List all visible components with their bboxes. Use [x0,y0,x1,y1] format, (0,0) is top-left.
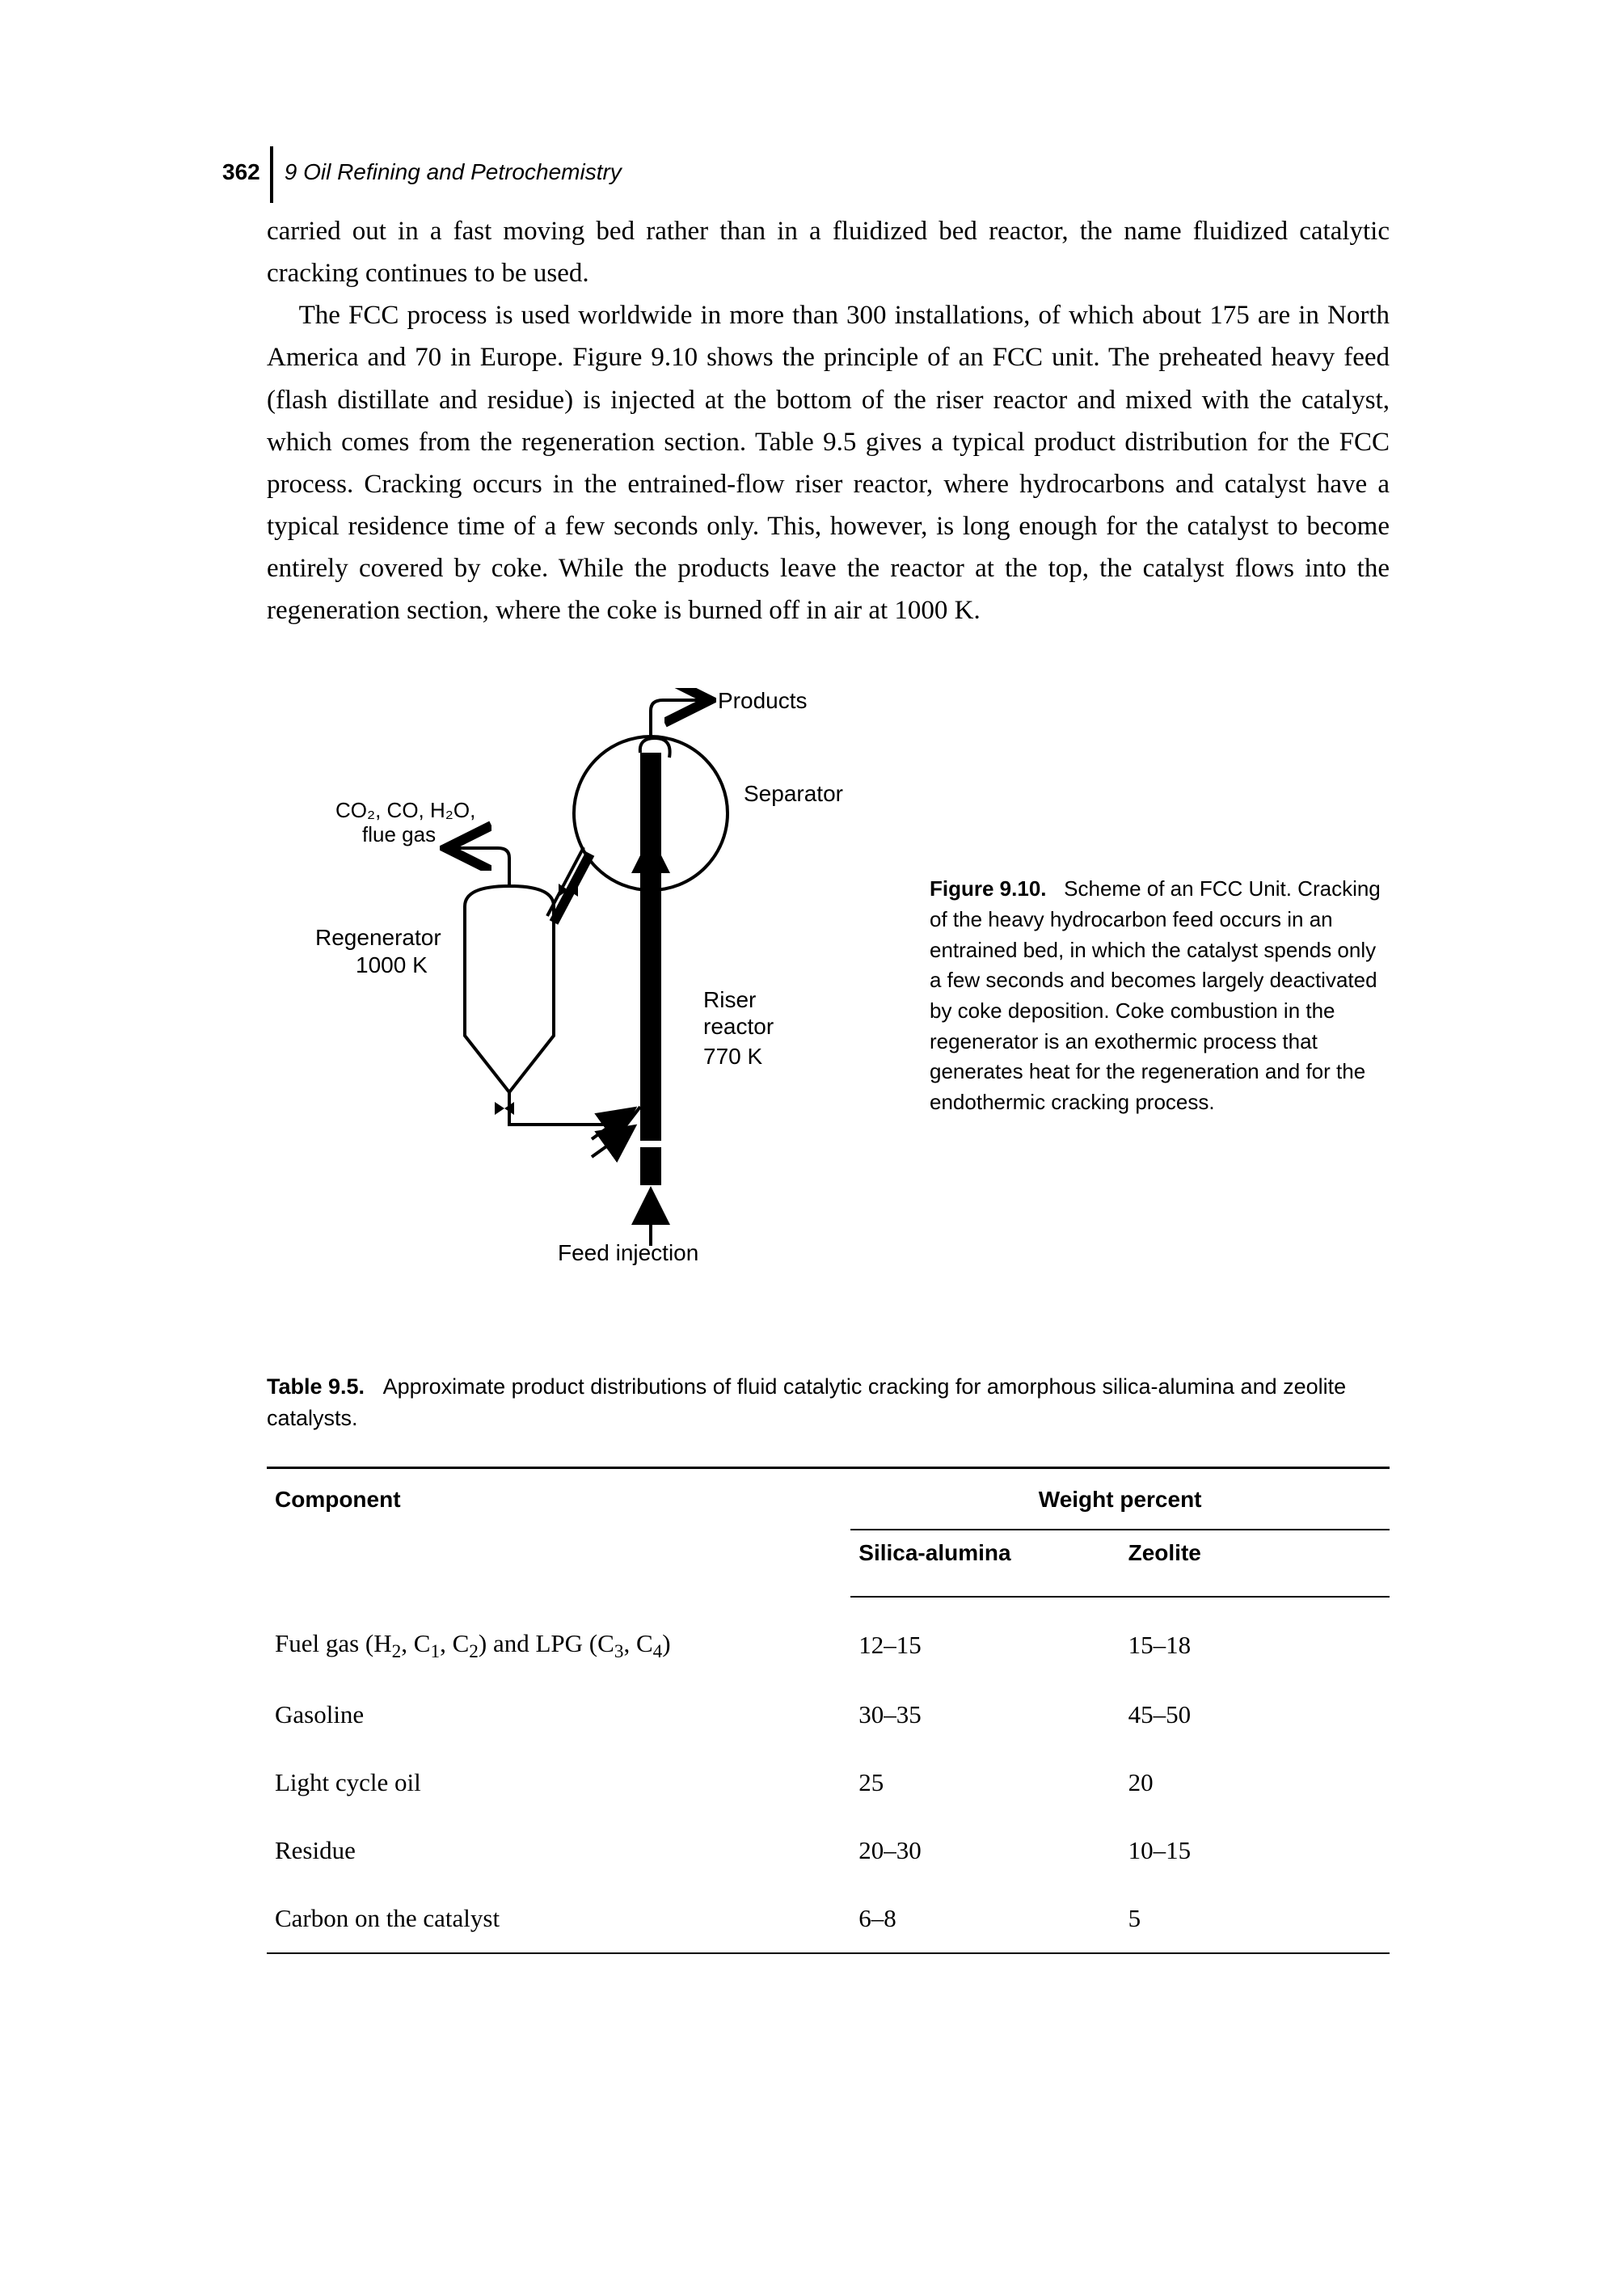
data-table: Component Weight percent Silica-alumina … [267,1467,1390,1954]
fcc-diagram-icon: Products Separator Riser reactor 770 K [267,688,897,1270]
figure-row: Products Separator Riser reactor 770 K [267,688,1390,1282]
figure-label: Figure 9.10. [930,876,1047,901]
paragraph: The FCC process is used worldwide in mor… [267,294,1390,631]
paragraph: carried out in a fast moving bed rather … [267,210,1390,294]
col-header-weight: Weight percent [850,1468,1390,1530]
cell-silica: 6–8 [850,1885,1120,1953]
regenerator-temp-label: 1000 K [356,952,428,977]
cell-component: Light cycle oil [267,1749,850,1817]
riser-label-1: Riser [703,987,756,1012]
page-number: 362 [222,154,260,189]
figure-caption: Figure 9.10. Scheme of an FCC Unit. Crac… [897,874,1390,1118]
table-caption-text: Approximate product distributions of flu… [267,1374,1346,1430]
cell-silica: 12–15 [850,1597,1120,1681]
chapter-title: 9 Oil Refining and Petrochemistry [285,154,622,189]
running-header: 362 9 Oil Refining and Petrochemistry [222,141,622,203]
cell-component: Gasoline [267,1681,850,1749]
page: 362 9 Oil Refining and Petrochemistry ca… [0,0,1624,2292]
regenerator-label: Regenerator [315,925,441,950]
cell-silica: 20–30 [850,1817,1120,1885]
cell-silica: 25 [850,1749,1120,1817]
figure-svg: Products Separator Riser reactor 770 K [267,688,897,1282]
cell-component: Carbon on the catalyst [267,1885,850,1953]
col-header-zeolite: Zeolite [1120,1530,1390,1597]
header-divider [270,146,273,203]
figure-caption-text: Scheme of an FCC Unit. Cracking of the h… [930,876,1381,1114]
table-body: Fuel gas (H2, C1, C2) and LPG (C3, C4)12… [267,1597,1390,1953]
products-label: Products [718,688,808,713]
riser-temp-label: 770 K [703,1044,762,1069]
riser-label-2: reactor [703,1014,774,1039]
col-header-component: Component [267,1468,850,1597]
cell-component: Fuel gas (H2, C1, C2) and LPG (C3, C4) [267,1597,850,1681]
col-header-silica: Silica-alumina [850,1530,1120,1597]
table-row: Gasoline30–3545–50 [267,1681,1390,1749]
separator-label: Separator [744,781,843,806]
body-text: carried out in a fast moving bed rather … [267,210,1390,631]
cell-zeolite: 5 [1120,1885,1390,1953]
cell-zeolite: 15–18 [1120,1597,1390,1681]
cell-zeolite: 45–50 [1120,1681,1390,1749]
table-row: Light cycle oil2520 [267,1749,1390,1817]
table-row: Residue20–3010–15 [267,1817,1390,1885]
table-row: Fuel gas (H2, C1, C2) and LPG (C3, C4)12… [267,1597,1390,1681]
flue-gas-label-2: flue gas [362,822,436,846]
cell-component: Residue [267,1817,850,1885]
table-caption: Table 9.5. Approximate product distribut… [267,1371,1390,1434]
cell-silica: 30–35 [850,1681,1120,1749]
flue-gas-label-1: CO₂, CO, H₂O, [335,798,475,822]
cell-zeolite: 20 [1120,1749,1390,1817]
table-label: Table 9.5. [267,1374,365,1399]
cell-zeolite: 10–15 [1120,1817,1390,1885]
table-row: Carbon on the catalyst6–85 [267,1885,1390,1953]
feed-label: Feed injection [558,1240,698,1265]
